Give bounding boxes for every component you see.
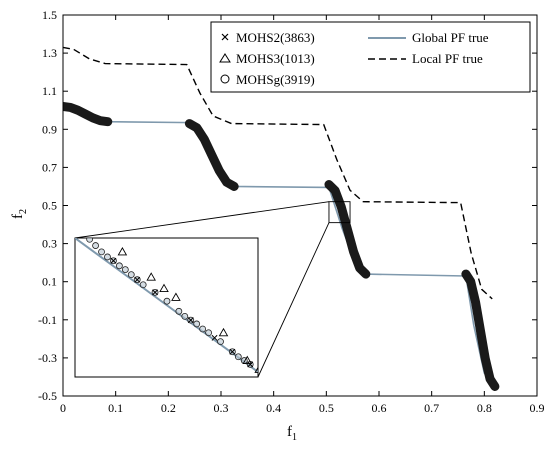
y-tick-label: -0.1 xyxy=(38,313,57,327)
inset-mohsg-point-14 xyxy=(181,312,189,320)
y-tick-label: 0.7 xyxy=(42,160,57,174)
zoom-connector-bottom xyxy=(257,222,330,378)
x-tick-label: 0.7 xyxy=(424,401,439,415)
inset-mohsg-point-8 xyxy=(127,271,135,279)
x-tick-label: 0.1 xyxy=(108,401,123,415)
inset-mohs2-point-2 xyxy=(134,276,141,283)
local-pf-layer xyxy=(63,46,493,300)
axis-ticks: 0 0.1 0.2 0.3 0.4 0.5 0.6 0.7 0.8 0.9 -0.5 -0.3 -0.1… xyxy=(38,8,545,415)
inset-mohsg-point-17 xyxy=(199,325,207,333)
y-tick-label: -0.3 xyxy=(38,351,57,365)
inset-mohsg-point-12 xyxy=(163,297,171,305)
inset-mohs2-point-5 xyxy=(211,334,218,341)
legend: MOHS2(3863) MOHS3(1013) MOHSg(3919) Glob… xyxy=(210,21,531,93)
zoom-region-box xyxy=(328,201,351,224)
x-axis-label-subscript: 1 xyxy=(292,432,297,443)
y-tick-label: 0.1 xyxy=(42,275,57,289)
inset-mohsg-point-21 xyxy=(234,353,242,361)
solution-cluster-4 xyxy=(461,269,500,391)
x-tick-label: 0.2 xyxy=(161,401,176,415)
inset-mohsg-point-2 xyxy=(92,242,99,249)
y-axis-label: f2 xyxy=(10,209,29,219)
zoom-connector-top xyxy=(74,201,330,239)
inset-mohs3-point-3 xyxy=(159,283,169,292)
inset-mohsg-point-6 xyxy=(115,262,123,270)
inset-mohsg-point-4 xyxy=(104,253,111,261)
inset-mohs2-point-3 xyxy=(152,289,159,296)
y-axis-label-subscript: 2 xyxy=(18,209,29,214)
inset-mohs2-point-6 xyxy=(229,348,236,355)
inset-mohs2-point-1 xyxy=(110,257,117,264)
inset-mohsg-point-7 xyxy=(121,266,129,273)
legend-label-local-pf: Local PF true xyxy=(412,51,483,66)
y-tick-label: 0.9 xyxy=(42,122,57,136)
inset-content xyxy=(75,238,258,374)
legend-label-global-pf: Global PF true xyxy=(412,30,489,45)
legend-marker-triangle xyxy=(219,53,231,63)
inset-axes xyxy=(74,237,259,378)
inset-mohsg-point-3 xyxy=(98,248,105,256)
inset-mohs2-point-4 xyxy=(187,317,194,324)
solution-clusters-layer xyxy=(63,101,500,391)
y-tick-label: -0.5 xyxy=(38,389,57,403)
x-tick-label: 0.5 xyxy=(319,401,334,415)
x-tick-label: 0.4 xyxy=(266,401,281,415)
solution-cluster-1 xyxy=(63,101,113,127)
inset-mohsg-point-19 xyxy=(217,338,224,346)
x-tick-label: 0.6 xyxy=(372,401,387,415)
local-pf-true-line xyxy=(63,46,493,300)
inset-mohs3-point-1 xyxy=(117,246,128,256)
y-tick-label: 1.5 xyxy=(42,8,57,22)
x-tick-label: 0.9 xyxy=(530,401,545,415)
solution-cluster-2 xyxy=(184,119,239,191)
inset-mohsg-point-10 xyxy=(139,281,147,289)
inset-mohs3-point-2 xyxy=(146,272,156,281)
inset-mohsg-point-16 xyxy=(193,320,201,328)
legend-marker-x xyxy=(221,33,229,41)
x-tick-label: 0.3 xyxy=(214,401,229,415)
legend-label-mohs2: MOHS2(3863) xyxy=(236,30,315,45)
x-tick-label: 0.8 xyxy=(477,401,492,415)
inset-mohs3-point-7 xyxy=(254,366,258,373)
x-axis-label: f1 xyxy=(287,424,297,443)
inset-mohs3-point-4 xyxy=(171,292,181,301)
y-tick-label: 0.5 xyxy=(42,199,57,213)
zoom-indicator-layer xyxy=(74,201,351,378)
y-tick-label: 1.1 xyxy=(42,84,57,98)
solution-cluster-3 xyxy=(324,180,371,279)
legend-marker-circle xyxy=(220,74,230,84)
inset-mohs3-point-6 xyxy=(242,355,253,365)
inset-mohsg-point-13 xyxy=(175,307,183,315)
legend-label-mohs3: MOHS3(1013) xyxy=(236,51,315,66)
y-tick-label: 1.3 xyxy=(42,46,57,60)
legend-label-mohsg: MOHSg(3919) xyxy=(236,72,315,87)
inset-mohsg-point-18 xyxy=(205,329,212,337)
legend-box xyxy=(210,21,531,93)
inset-mohsg-point-1 xyxy=(86,238,94,243)
inset-mohs3-point-5 xyxy=(218,327,229,337)
x-tick-label: 0 xyxy=(60,401,66,415)
y-tick-label: 0.3 xyxy=(42,237,57,251)
inset-mohs2-point-7 xyxy=(247,361,254,368)
